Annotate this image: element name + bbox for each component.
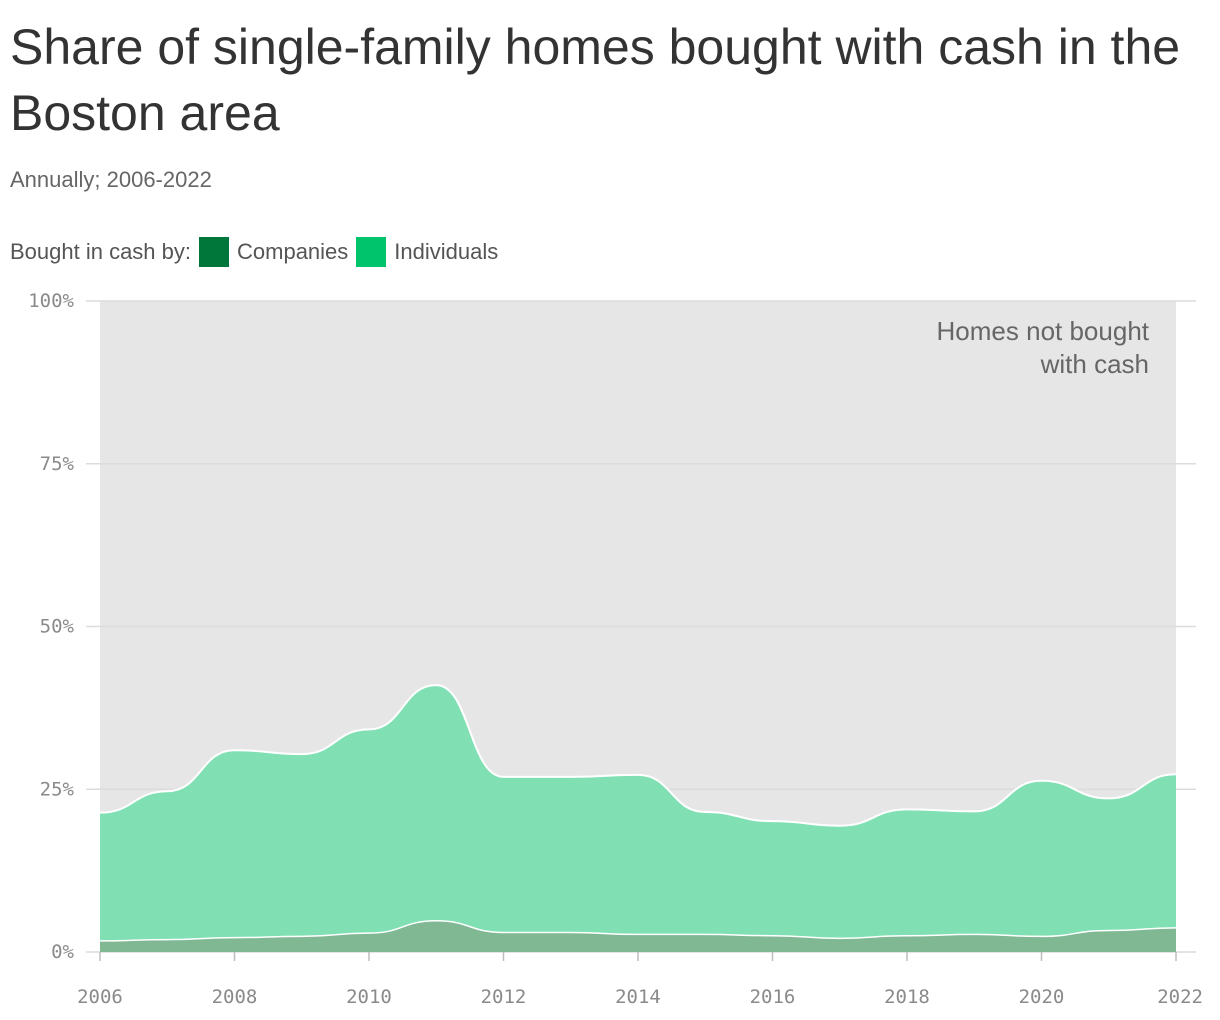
x-tick-label: 2008 <box>212 986 258 1008</box>
legend-item-companies: Companies <box>191 237 348 267</box>
legend-swatch-companies <box>199 237 230 267</box>
legend-text-companies: Companies <box>237 239 349 264</box>
companies-area <box>100 920 1176 952</box>
legend-label: Bought in cash by: <box>10 239 192 264</box>
chart-title: Share of single-family homes bought with… <box>10 19 1181 141</box>
annotation-line-1: Homes not bought <box>937 316 1150 346</box>
individuals-line <box>99 684 1177 827</box>
y-tick-label: 50% <box>40 616 75 638</box>
x-tick-label: 2006 <box>77 986 123 1008</box>
x-tick-label: 2020 <box>1019 986 1065 1008</box>
x-tick-label: 2018 <box>884 986 930 1008</box>
y-tick-label: 0% <box>51 941 74 963</box>
annotation-line-2: with cash <box>1040 349 1149 379</box>
legend-swatch-individuals <box>356 237 387 267</box>
chart-subtitle: Annually; 2006-2022 <box>10 167 212 192</box>
individuals-area <box>100 685 1176 952</box>
legend-item-individuals: Individuals <box>348 237 498 267</box>
x-tick-label: 2016 <box>750 986 796 1008</box>
y-tick-label: 25% <box>40 778 75 800</box>
x-tick-label: 2012 <box>481 986 527 1008</box>
x-tick-label: 2014 <box>615 986 661 1008</box>
companies-line <box>99 920 1177 942</box>
legend: Bought in cash by: Companies Individuals <box>10 236 498 268</box>
legend-text-individuals: Individuals <box>394 239 499 264</box>
x-tick-label: 2022 <box>1157 986 1203 1008</box>
y-tick-label: 100% <box>28 290 74 312</box>
y-tick-label: 75% <box>40 453 75 475</box>
x-tick-label: 2010 <box>346 986 392 1008</box>
